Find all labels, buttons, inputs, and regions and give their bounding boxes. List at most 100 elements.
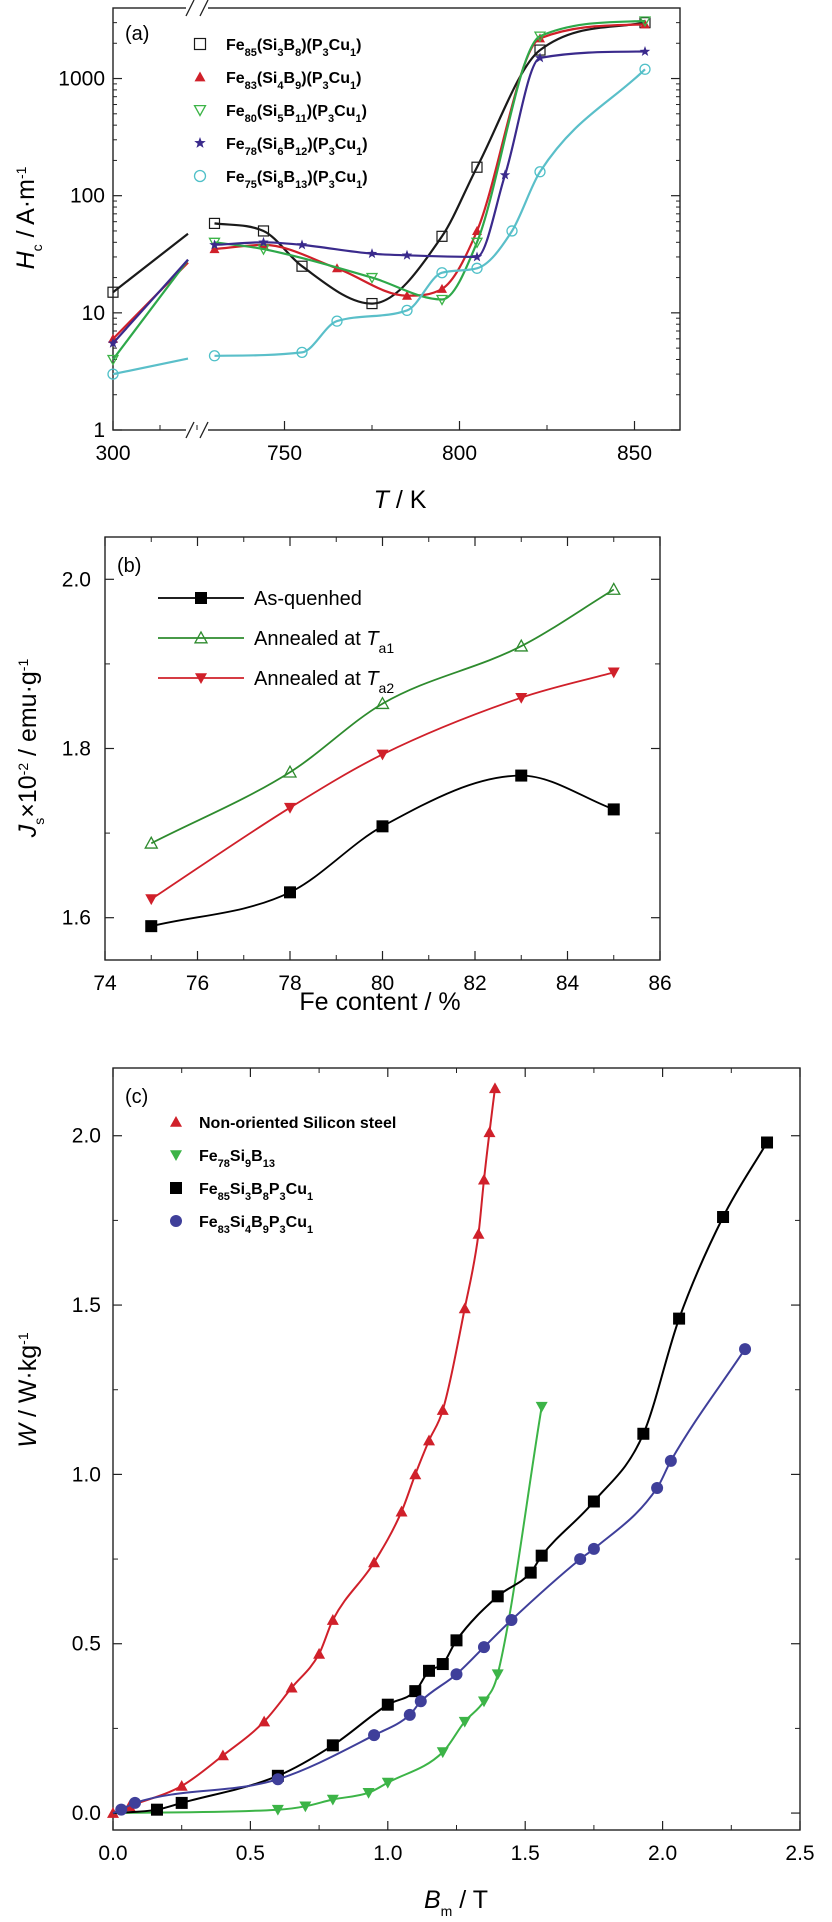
data-point-0 (145, 920, 158, 933)
legend-marker-2 (195, 673, 207, 684)
data-point-0 (257, 225, 270, 237)
data-point-4 (534, 166, 546, 178)
series-line-3 (214, 50, 646, 259)
panel-label: (b) (117, 555, 141, 577)
y-tick-label: 1.5 (72, 1294, 101, 1317)
data-point-0 (216, 1749, 229, 1761)
series-line-2 (112, 1141, 768, 1815)
data-point-0 (208, 217, 221, 230)
legend-label-1-sub: 83 (245, 80, 257, 92)
data-point-3 (271, 1773, 284, 1786)
legend-label-1-part: B (251, 1148, 263, 1165)
data-point-1 (299, 1801, 312, 1813)
data-point-4 (639, 63, 651, 75)
legend-label-4-part: B (284, 169, 296, 186)
y-axis-label-unit: / W·kg (14, 1345, 42, 1424)
legend-label-3-sub: 4 (245, 1224, 252, 1236)
x-axis-label-sub: m (441, 1903, 453, 1917)
legend-label-4-part: Fe (226, 169, 245, 186)
data-point-0 (313, 1647, 326, 1659)
data-point-4 (471, 262, 483, 274)
x-axis-label: Bm / T (424, 1886, 488, 1917)
legend-label-3-part: ) (362, 136, 367, 153)
legend-label-3-part: Fe (199, 1214, 218, 1231)
legend-label-2-sub: 11 (295, 113, 307, 125)
x-tick-label: 0.0 (98, 1842, 127, 1865)
legend-label-2-part: P (269, 1181, 280, 1198)
legend-label-0-part: )(P (301, 37, 323, 54)
data-point-4 (331, 315, 343, 327)
data-point-0 (471, 161, 483, 173)
legend-label-0: Non-oriented Silicon steel (199, 1115, 396, 1132)
data-point-0 (483, 1126, 496, 1138)
legend-label-4-sub: 3 (329, 179, 335, 191)
data-point-3 (366, 248, 378, 259)
data-point-3 (639, 46, 651, 56)
data-point-0 (395, 1505, 408, 1517)
legend-label-2-part: Cu (334, 103, 355, 120)
y-tick-label: 1.6 (62, 907, 91, 930)
panel-label: (a) (125, 23, 149, 45)
data-point-2 (524, 1566, 537, 1579)
y-axis-label-main: W (14, 1422, 42, 1448)
data-point-0 (326, 1614, 339, 1625)
legend-label-2-part: B (251, 1181, 263, 1198)
legend-marker-2 (193, 104, 207, 117)
legend-label-0-part: Cu (329, 37, 350, 54)
legend-label-1-part: Cu (329, 70, 350, 87)
x-tick-label: 2.0 (648, 1842, 677, 1865)
data-point-3 (739, 1343, 752, 1356)
legend-label-3-sub: 83 (218, 1224, 230, 1236)
y-tick-label: 2.0 (62, 568, 91, 591)
data-point-2 (106, 354, 120, 366)
x-tick-label: 850 (617, 442, 652, 465)
legend-label-4-part: )(P (307, 169, 329, 186)
legend-label-2-part: ) (362, 103, 367, 120)
data-point-2 (638, 16, 652, 28)
legend-label-1-sub: 3 (323, 80, 329, 92)
data-point-2 (381, 1698, 394, 1711)
x-axis-label-unit: / K (389, 486, 427, 514)
legend-label-4-part: Cu (335, 169, 356, 186)
legend-label-0-sub: 8 (295, 47, 301, 59)
legend-label-2-part: Fe (226, 103, 245, 120)
data-point-2 (515, 692, 528, 704)
legend-label-2-part: )(P (307, 103, 329, 120)
legend-label-3-sub: 12 (295, 146, 307, 158)
data-point-0 (515, 769, 528, 782)
legend-label-1: Fe78Si9B13 (199, 1148, 275, 1170)
data-point-0 (368, 1556, 381, 1568)
data-point-2 (491, 1590, 504, 1603)
legend-label-1-sub: 9 (245, 1158, 251, 1170)
legend-label-3-part: P (269, 1214, 280, 1231)
data-point-2 (637, 1427, 650, 1440)
y-axis-label-sup: -2 (15, 763, 31, 776)
y-axis-label-unit: / A·m (12, 179, 40, 244)
series-line-1 (112, 1406, 543, 1815)
data-point-0 (284, 886, 296, 899)
data-point-1 (477, 1696, 490, 1708)
legend-label-1-part: (Si (257, 70, 277, 87)
legend-marker-0 (195, 592, 207, 604)
data-point-4 (296, 346, 308, 359)
data-point-1 (491, 1669, 504, 1681)
data-point-4 (107, 368, 119, 380)
y-tick-label: 0.0 (72, 1802, 101, 1825)
legend-label-1-sub: 13 (263, 1158, 275, 1170)
y-tick-label: 1000 (58, 68, 105, 91)
x-tick-label: 300 (95, 442, 130, 465)
y-axis-label-mid: ×10 (14, 775, 42, 817)
data-point-3 (499, 169, 511, 180)
legend-label-0-sub: 3 (323, 47, 329, 59)
data-point-2 (150, 1803, 163, 1816)
x-axis-label-main: B (424, 1886, 441, 1914)
data-point-2 (326, 1739, 339, 1752)
legend-label-1-part: )(P (301, 70, 323, 87)
data-point-2 (450, 1634, 463, 1647)
data-point-3 (534, 52, 546, 63)
axis-break-mark-bottom (185, 421, 195, 439)
data-point-0 (458, 1302, 471, 1314)
panel-c-core-loss-chart: 0.0 0.5 1.0 1.5 2.0 0.0 0.5 1.0 1.5 2.0 2.5 (c) Non-… (14, 1067, 815, 1919)
data-point-1 (535, 1401, 548, 1413)
